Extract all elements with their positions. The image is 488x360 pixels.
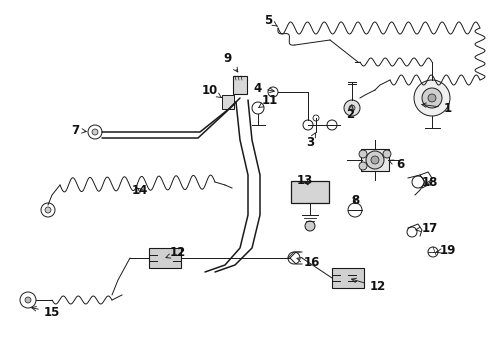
Circle shape [25,297,31,303]
Circle shape [370,156,378,164]
Circle shape [92,129,98,135]
Text: 19: 19 [436,243,455,256]
Circle shape [413,80,449,116]
Circle shape [305,221,314,231]
Text: 2: 2 [345,105,353,122]
Text: 10: 10 [202,84,221,98]
Text: 6: 6 [388,158,403,171]
Bar [331,268,363,288]
Text: 9: 9 [224,51,237,72]
Text: 3: 3 [305,133,315,149]
Circle shape [382,150,390,158]
Bar [360,149,388,171]
Text: 15: 15 [32,306,60,319]
Text: 12: 12 [351,278,386,293]
Text: 18: 18 [421,176,437,189]
Bar [232,76,246,94]
Bar [149,248,181,268]
Text: 14: 14 [132,184,148,197]
Text: 16: 16 [296,256,320,270]
Text: 11: 11 [258,94,278,108]
Circle shape [343,100,359,116]
Text: 13: 13 [296,174,312,186]
Text: 1: 1 [421,102,451,114]
Text: 8: 8 [350,194,358,207]
Circle shape [427,94,435,102]
Circle shape [365,151,383,169]
Circle shape [358,150,366,158]
Text: 12: 12 [165,247,186,260]
Circle shape [358,162,366,170]
Circle shape [421,88,441,108]
Text: 17: 17 [415,221,437,234]
Text: 7: 7 [71,123,86,136]
Circle shape [348,105,354,111]
Text: 5: 5 [264,13,277,27]
Circle shape [45,207,51,213]
Text: 4: 4 [253,81,274,94]
Bar [222,95,234,109]
Bar [290,181,328,203]
